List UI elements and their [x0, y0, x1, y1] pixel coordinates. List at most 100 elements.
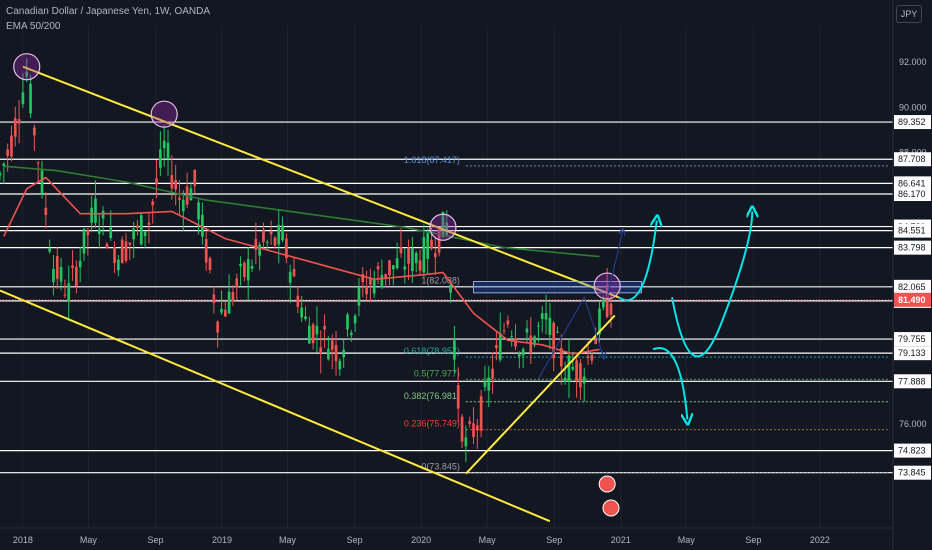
price-label-bg: [894, 152, 931, 167]
indicator-legend[interactable]: EMA 50/200: [6, 21, 61, 32]
candle-body: [579, 363, 582, 388]
earnings-marker: [602, 499, 620, 517]
trendlines[interactable]: [0, 65, 619, 523]
candle-body: [94, 198, 97, 223]
candle-body: [113, 247, 116, 264]
price-label: 86.641: [898, 178, 926, 188]
candle-body: [311, 324, 315, 344]
earnings-markers[interactable]: [598, 475, 620, 517]
highlight-circles[interactable]: [13, 53, 621, 300]
currency-button[interactable]: JPY: [896, 5, 922, 23]
candle-body: [181, 199, 185, 212]
candle-body: [559, 348, 563, 367]
candle-body: [319, 347, 323, 354]
candle-body: [391, 265, 395, 270]
candle-body: [292, 269, 296, 277]
chart-title: Canadian Dollar / Japanese Yen, 1W, OAND…: [6, 6, 211, 17]
y-tick-label: 90.000: [899, 102, 927, 112]
candle-body: [449, 284, 452, 293]
candle-body: [338, 360, 342, 370]
candle-body: [52, 268, 55, 283]
candle-body: [71, 265, 74, 268]
candle-body: [296, 295, 300, 307]
candle-body: [281, 225, 284, 241]
candle-body: [220, 308, 223, 313]
projection-arrow: [652, 347, 687, 419]
candle-body: [563, 377, 567, 383]
candle-body: [212, 294, 216, 303]
candle-body: [342, 349, 346, 358]
candle-body: [159, 149, 162, 168]
candle-body: [376, 266, 380, 270]
ema-200-line: [3, 165, 600, 258]
candle-body: [90, 207, 93, 223]
highlight-circle: [593, 272, 621, 300]
candle-body: [567, 355, 571, 382]
candle-body: [498, 332, 502, 360]
x-tick-label: Sep: [147, 535, 163, 545]
candle-body: [258, 244, 261, 256]
candle-body: [143, 231, 147, 237]
candle-body: [330, 340, 334, 350]
candle-body: [78, 260, 82, 268]
candles: [0, 57, 613, 463]
candle-body: [521, 348, 525, 356]
candle-body: [365, 286, 368, 295]
candle-body: [582, 376, 586, 384]
projection-arrow: [537, 295, 603, 380]
candle-body: [117, 259, 120, 271]
candle-body: [598, 308, 601, 335]
price-label-bg: [894, 332, 931, 347]
candle-body: [273, 237, 277, 246]
x-tick-label: Sep: [347, 535, 363, 545]
candle-body: [231, 291, 235, 302]
candle-body: [75, 266, 78, 287]
candle-body: [517, 353, 521, 357]
candle-body: [151, 201, 155, 206]
candle-body: [483, 381, 487, 387]
candle-body: [63, 294, 67, 296]
price-label-bg: [894, 187, 931, 202]
candle-body: [525, 328, 529, 333]
candle-body: [349, 332, 353, 336]
candle-body: [403, 266, 407, 270]
price-label-bg: [894, 374, 931, 389]
fibonacci-retracement[interactable]: 1.618(87.417) 1(82.088) 0.618(78.957) 0.5(7…: [404, 155, 888, 474]
candle-body: [327, 348, 330, 360]
candle-body: [288, 271, 292, 283]
candle-body: [44, 207, 48, 215]
price-label: 79.755: [898, 334, 926, 344]
candle-body: [269, 231, 273, 235]
price-label-bg: [894, 279, 931, 294]
ema-lines: [3, 165, 600, 355]
candle-body: [361, 274, 365, 283]
candle-body: [510, 335, 514, 337]
candle-body: [537, 325, 540, 327]
candle-body: [166, 142, 170, 159]
y-tick-label: 76.000: [899, 419, 927, 429]
x-tick-label: May: [678, 535, 696, 545]
candle-body: [208, 258, 212, 271]
candle-body: [456, 385, 460, 409]
fib-label: 0(73.845): [421, 462, 460, 472]
candle-body: [120, 239, 124, 264]
candle-body: [399, 247, 403, 254]
trendline: [465, 314, 616, 475]
candle-body: [388, 260, 391, 276]
x-tick-label: 2019: [212, 535, 232, 545]
candle-body: [33, 127, 36, 136]
price-label: 83.798: [898, 243, 926, 253]
candle-body: [472, 423, 475, 438]
trendline: [22, 65, 619, 299]
candle-body: [491, 368, 494, 379]
candle-body: [105, 243, 109, 249]
projection-arrow: [606, 232, 622, 298]
grid: [22, 26, 821, 528]
candle-body: [170, 175, 174, 189]
fib-label: 0.382(76.981): [404, 391, 460, 401]
candle-body: [315, 325, 319, 335]
candle-body: [514, 338, 517, 347]
highlight-circle: [429, 213, 457, 241]
